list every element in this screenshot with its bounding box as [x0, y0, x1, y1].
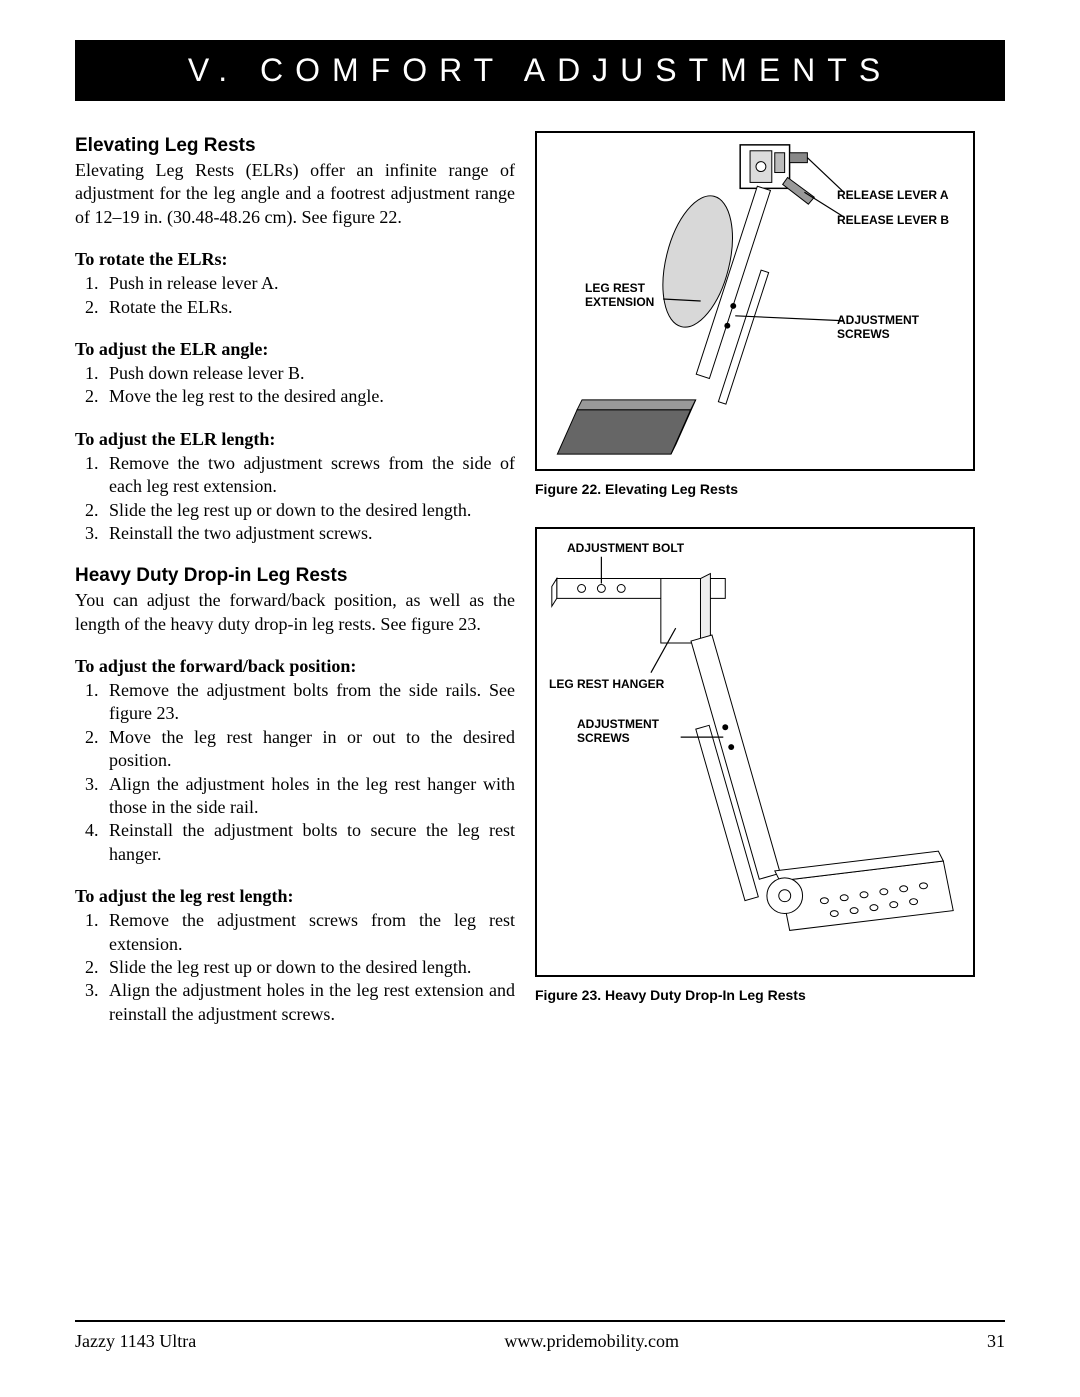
list-item: Push in release lever A.: [103, 272, 515, 295]
footer-page: 31: [987, 1331, 1005, 1352]
figure-23: ADJUSTMENT BOLT LEG REST HANGER ADJUSTME…: [535, 527, 975, 977]
footer-model: Jazzy 1143 Ultra: [75, 1331, 196, 1352]
leglen-list: Remove the adjustment screws from the le…: [75, 909, 515, 1026]
label-release-a: RELEASE LEVER A: [837, 188, 949, 202]
fwdback-list: Remove the adjustment bolts from the sid…: [75, 679, 515, 866]
footer: Jazzy 1143 Ultra www.pridemobility.com 3…: [75, 1331, 1005, 1352]
label-screws-2: ADJUSTMENT SCREWS: [577, 717, 659, 746]
leglen-heading: To adjust the leg rest length:: [75, 886, 515, 907]
figure-22-caption: Figure 22. Elevating Leg Rests: [535, 481, 975, 497]
content-columns: Elevating Leg Rests Elevating Leg Rests …: [75, 131, 1005, 1046]
section1-intro: Elevating Leg Rests (ELRs) offer an infi…: [75, 159, 515, 229]
rotate-list: Push in release lever A. Rotate the ELRs…: [75, 272, 515, 319]
figure-23-svg: [537, 529, 973, 975]
list-item: Remove the adjustment bolts from the sid…: [103, 679, 515, 726]
list-item: Remove the two adjustment screws from th…: [103, 452, 515, 499]
angle-heading: To adjust the ELR angle:: [75, 339, 515, 360]
label-bolt: ADJUSTMENT BOLT: [567, 541, 684, 555]
label-screws: ADJUSTMENT SCREWS: [837, 313, 919, 342]
label-hanger: LEG REST HANGER: [549, 677, 664, 691]
section2-title: Heavy Duty Drop-in Leg Rests: [75, 565, 515, 587]
label-extension: LEG REST EXTENSION: [585, 281, 654, 310]
figure-23-caption: Figure 23. Heavy Duty Drop-In Leg Rests: [535, 987, 975, 1003]
footer-url: www.pridemobility.com: [504, 1331, 679, 1352]
section-header: V. COMFORT ADJUSTMENTS: [75, 40, 1005, 101]
fwdback-heading: To adjust the forward/back position:: [75, 656, 515, 677]
list-item: Move the leg rest hanger in or out to th…: [103, 726, 515, 773]
label-release-b: RELEASE LEVER B: [837, 213, 949, 227]
list-item: Move the leg rest to the desired angle.: [103, 385, 515, 408]
right-column: RELEASE LEVER A RELEASE LEVER B LEG REST…: [535, 131, 975, 1046]
angle-list: Push down release lever B. Move the leg …: [75, 362, 515, 409]
section2-intro: You can adjust the forward/back position…: [75, 589, 515, 636]
list-item: Align the adjustment holes in the leg re…: [103, 979, 515, 1026]
list-item: Slide the leg rest up or down to the des…: [103, 956, 515, 979]
left-column: Elevating Leg Rests Elevating Leg Rests …: [75, 131, 515, 1046]
list-item: Rotate the ELRs.: [103, 296, 515, 319]
rotate-heading: To rotate the ELRs:: [75, 249, 515, 270]
list-item: Remove the adjustment screws from the le…: [103, 909, 515, 956]
list-item: Align the adjustment holes in the leg re…: [103, 773, 515, 820]
list-item: Reinstall the adjustment bolts to secure…: [103, 819, 515, 866]
list-item: Push down release lever B.: [103, 362, 515, 385]
length-heading: To adjust the ELR length:: [75, 429, 515, 450]
length-list: Remove the two adjustment screws from th…: [75, 452, 515, 546]
list-item: Reinstall the two adjustment screws.: [103, 522, 515, 545]
footer-rule: [75, 1320, 1005, 1322]
section1-title: Elevating Leg Rests: [75, 135, 515, 157]
list-item: Slide the leg rest up or down to the des…: [103, 499, 515, 522]
figure-22: RELEASE LEVER A RELEASE LEVER B LEG REST…: [535, 131, 975, 471]
